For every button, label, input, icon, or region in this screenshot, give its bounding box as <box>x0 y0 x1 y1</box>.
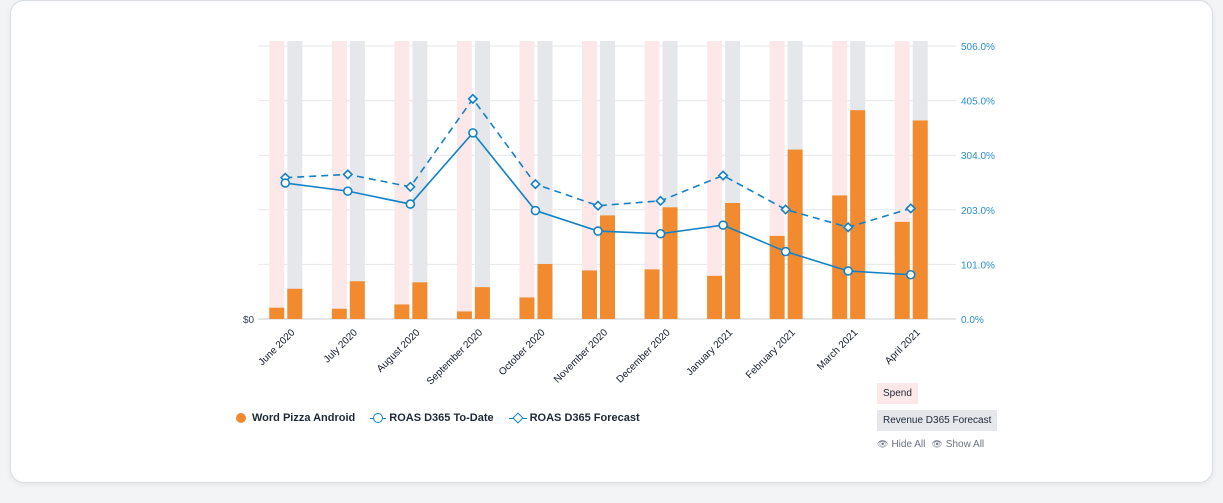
right-axis-tick-label: 506.0% <box>961 42 995 53</box>
legend-item-roas-forecast[interactable]: ROAS D365 Forecast <box>508 412 640 424</box>
revenue-background-column <box>287 41 303 319</box>
legend-label: ROAS D365 To-Date <box>389 412 494 424</box>
x-axis-tick-label: September 2020 <box>425 327 485 387</box>
x-axis-tick-label: August 2020 <box>375 327 423 375</box>
spend-background-column <box>269 41 285 319</box>
show-all-toggle[interactable]: 👁 Show All <box>931 439 985 450</box>
legend-bar-marker-icon <box>236 413 246 423</box>
revenue-bar <box>787 149 803 319</box>
roas-forecast-point <box>342 169 354 180</box>
spend-bar <box>769 235 785 319</box>
hide-all-toggle[interactable]: 👁 Hide All <box>877 439 926 450</box>
revenue-bar <box>725 203 741 319</box>
right-axis-tick-label: 304.0% <box>961 151 995 162</box>
roas-forecast-point <box>530 178 541 190</box>
legend-label: Word Pizza Android <box>252 412 356 424</box>
spend-background-column <box>456 41 472 319</box>
chart-card: 0.0% 101.0% 203.0% 304.0% 405.0% 506.0% $0 June… <box>10 0 1213 483</box>
revenue-background-column <box>537 41 553 319</box>
roas-to-date-point <box>718 220 728 230</box>
roas-forecast-line <box>285 97 911 229</box>
spend-background-column <box>644 41 660 319</box>
spend-background-column <box>582 41 597 319</box>
spend-bar <box>832 195 848 319</box>
roas-forecast-point <box>655 195 666 207</box>
revenue-bar <box>850 110 866 320</box>
roas-forecast-point <box>842 221 854 233</box>
spend-bar <box>269 307 285 319</box>
spend-bar <box>644 269 660 319</box>
eye-slash-icon: 👁 <box>877 439 889 449</box>
x-axis-tick-label: January 2021 <box>685 327 736 378</box>
background-legend: Spend Revenue D365 Forecast 👁 Hide All 👁… <box>877 383 998 450</box>
right-axis-tick-label: 101.0% <box>961 260 995 271</box>
revenue-background-column <box>412 41 428 319</box>
right-axis-tick-label: 0.0% <box>961 315 984 326</box>
x-axis-tick-label: March 2021 <box>815 327 860 372</box>
eye-icon: 👁 <box>931 439 943 449</box>
legend-diamond-marker-icon <box>508 412 527 424</box>
x-axis-tick-label: April 2021 <box>883 327 923 367</box>
revenue-background-column <box>474 41 490 319</box>
right-axis-tick-label: 203.0% <box>961 206 995 217</box>
x-axis-tick-label: October 2020 <box>497 327 548 378</box>
roas-to-date-point <box>280 178 291 188</box>
roas-to-date-point <box>843 266 853 276</box>
spend-bar <box>582 270 597 319</box>
legend-label: ROAS D365 Forecast <box>529 412 640 424</box>
roas-forecast-point <box>780 204 791 215</box>
roas-to-date-point <box>780 246 791 257</box>
roas-to-date-point <box>530 205 541 216</box>
x-axis-tick-label: November 2020 <box>552 327 610 385</box>
roas-forecast-point <box>405 181 416 193</box>
revenue-bar <box>412 282 428 319</box>
roas-forecast-point <box>467 93 479 105</box>
roas-to-date-point <box>468 128 478 138</box>
roas-to-date-point <box>343 186 353 196</box>
roas-forecast-point <box>905 203 917 214</box>
spend-bar <box>456 311 472 319</box>
spend-bar <box>894 221 910 319</box>
left-axis-tick-label: $0 <box>243 315 255 326</box>
legend-item-roas-to-date[interactable]: ROAS D365 To-Date <box>370 412 494 424</box>
revenue-bar <box>287 288 303 319</box>
spend-background-column <box>519 41 535 319</box>
chart-legend: Word Pizza Android ROAS D365 To-Date ROA… <box>236 412 640 424</box>
roas-to-date-point <box>905 269 916 280</box>
revenue-forecast-chip[interactable]: Revenue D365 Forecast <box>877 410 998 431</box>
spend-bar <box>394 304 410 319</box>
right-axis-tick-label: 405.0% <box>961 97 995 108</box>
spend-background-column <box>707 41 723 319</box>
spend-bar <box>707 275 723 319</box>
roas-to-date-point <box>593 226 603 236</box>
revenue-bar <box>662 207 678 319</box>
x-axis-tick-label: July 2020 <box>322 327 360 365</box>
spend-bar <box>519 297 535 319</box>
spend-bar <box>331 308 347 319</box>
spend-chip[interactable]: Spend <box>877 383 918 404</box>
revenue-bar <box>349 281 365 319</box>
x-axis-tick-label: February 2021 <box>744 327 798 381</box>
roas-to-date-point <box>655 228 666 239</box>
roas-chart: 0.0% 101.0% 203.0% 304.0% 405.0% 506.0% $0June… <box>243 41 995 387</box>
roas-forecast-point <box>717 170 729 181</box>
revenue-bar <box>912 120 928 319</box>
revenue-bar <box>537 263 553 319</box>
spend-background-column <box>331 41 347 319</box>
revenue-bar <box>600 215 615 319</box>
legend-item-word-pizza-android[interactable]: Word Pizza Android <box>236 412 355 424</box>
revenue-bar <box>474 287 490 319</box>
x-axis-tick-label: June 2020 <box>257 327 298 368</box>
revenue-background-column <box>349 41 365 319</box>
roas-forecast-point <box>592 200 604 212</box>
x-axis-tick-label: December 2020 <box>615 327 673 385</box>
spend-background-column <box>394 41 410 319</box>
roas-to-date-point <box>405 199 416 209</box>
legend-circle-marker-icon <box>370 413 387 423</box>
